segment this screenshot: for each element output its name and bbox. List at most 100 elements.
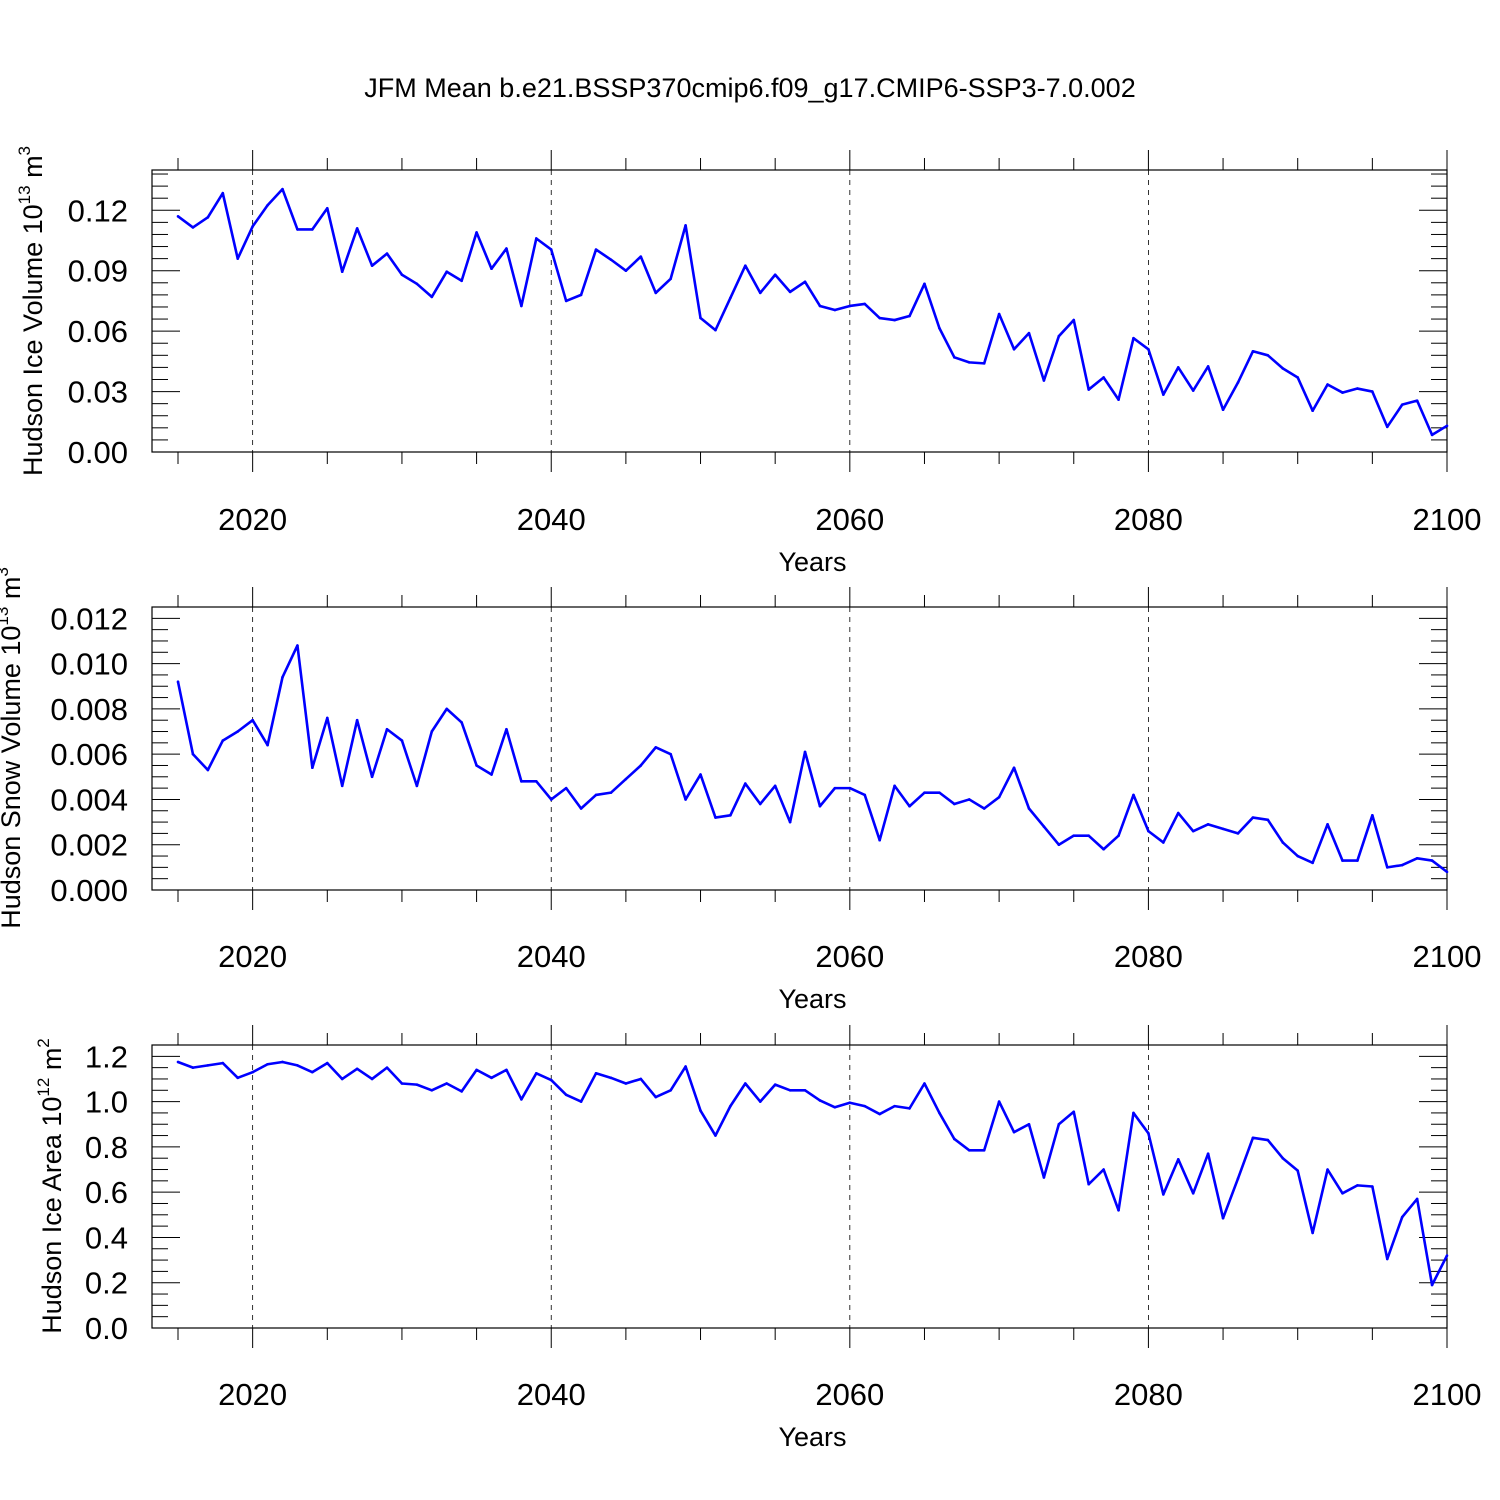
data-point	[1236, 832, 1240, 835]
y-tick-label: 0.010	[50, 647, 128, 682]
y-tick-label: 0.012	[50, 601, 128, 636]
data-point	[1072, 318, 1076, 322]
data-point	[1296, 376, 1300, 379]
data-point	[325, 1061, 329, 1065]
data-point	[430, 730, 434, 733]
data-point	[639, 1077, 643, 1081]
data-point	[788, 290, 792, 294]
data-point	[669, 752, 672, 756]
data-point	[1430, 859, 1434, 862]
x-tick-label: 2040	[517, 502, 586, 537]
data-point	[520, 780, 523, 783]
data-point	[878, 1112, 881, 1116]
data-point	[1057, 334, 1061, 338]
data-point	[863, 302, 867, 306]
y-tick-label: 0.09	[68, 254, 128, 289]
y-tick-label: 0.008	[50, 692, 128, 727]
data-point	[1415, 1197, 1419, 1201]
data-point	[460, 721, 463, 724]
y-tick-label: 0.002	[50, 828, 128, 863]
plot-frame	[151, 1044, 1448, 1329]
data-point	[609, 1076, 613, 1080]
data-point	[505, 1068, 508, 1072]
plot-frame	[151, 606, 1448, 891]
data-point	[1191, 389, 1195, 392]
data-point	[549, 798, 553, 801]
data-point	[1147, 829, 1150, 833]
data-point	[1311, 409, 1314, 413]
x-tick-label: 2040	[517, 1377, 586, 1412]
data-point	[490, 773, 493, 776]
data-point	[296, 644, 299, 647]
data-point	[191, 1066, 195, 1069]
data-point	[325, 206, 329, 210]
data-point	[967, 361, 971, 364]
data-point	[1191, 829, 1195, 833]
data-point	[1057, 843, 1061, 847]
data-point	[1162, 1193, 1165, 1196]
data-point	[340, 270, 344, 274]
y-tick-label: 0.006	[50, 737, 128, 772]
data-point	[1147, 1131, 1150, 1135]
data-point	[1385, 866, 1389, 869]
data-point	[206, 768, 210, 772]
data-point	[1176, 1158, 1180, 1161]
data-point	[788, 820, 792, 824]
data-point	[1326, 823, 1329, 826]
data-point	[355, 718, 359, 722]
data-point	[1445, 870, 1449, 874]
data-point	[908, 1107, 911, 1110]
data-point	[833, 308, 837, 312]
data-point	[1385, 425, 1389, 429]
data-point	[923, 791, 926, 794]
data-point	[251, 1070, 254, 1074]
data-point	[296, 228, 299, 231]
data-point	[654, 746, 658, 749]
data-point	[1132, 793, 1135, 797]
y-axis-title: Hudson Ice Volume 1013 m3	[15, 146, 48, 476]
data-point	[639, 255, 643, 258]
data-point	[206, 216, 210, 219]
data-point	[1117, 834, 1120, 837]
data-point	[1400, 403, 1404, 406]
data-point	[967, 798, 971, 801]
y-tick-label: 0.000	[50, 873, 128, 908]
data-point	[355, 1067, 359, 1071]
data-point	[251, 718, 254, 722]
panel-snow-volume: 2020 2040 2060 2080 2100 0.000 0.002 0.004 0.006…	[0, 567, 1481, 1014]
data-point	[1371, 390, 1374, 393]
data-point	[385, 1066, 389, 1069]
data-point	[1356, 859, 1359, 862]
data-point	[997, 1100, 1001, 1103]
x-tick-label: 2020	[218, 1377, 287, 1412]
data-point	[729, 813, 732, 817]
data-point	[1311, 861, 1314, 865]
data-point	[251, 225, 254, 228]
data-point	[1341, 859, 1344, 862]
plot-frame	[151, 169, 1448, 453]
data-point	[982, 1148, 986, 1152]
data-point	[744, 264, 747, 267]
x-tick-label: 2040	[517, 939, 586, 974]
data-point	[1087, 388, 1090, 391]
y-tick-label: 1.2	[85, 1039, 128, 1074]
data-point	[1042, 1176, 1046, 1179]
y-tick-label: 0.6	[85, 1175, 128, 1210]
data-point	[893, 1104, 896, 1108]
data-point	[221, 191, 225, 195]
data-point	[908, 314, 911, 318]
x-tick-label: 2020	[218, 939, 287, 974]
data-point	[967, 1148, 971, 1152]
data-point	[1385, 1257, 1389, 1261]
data-point	[1206, 365, 1210, 368]
data-point	[221, 1061, 225, 1065]
data-point	[953, 356, 956, 359]
data-point	[460, 1090, 463, 1093]
data-point	[729, 1104, 732, 1108]
panel-ice-area: 2020 2040 2060 2080 2100 0.0 0.2 0.4 0.6 0.8 1.0 1.…	[34, 1025, 1481, 1452]
data-point	[415, 784, 419, 788]
data-point	[236, 1076, 240, 1080]
data-point	[549, 1078, 553, 1082]
data-point	[236, 730, 240, 733]
